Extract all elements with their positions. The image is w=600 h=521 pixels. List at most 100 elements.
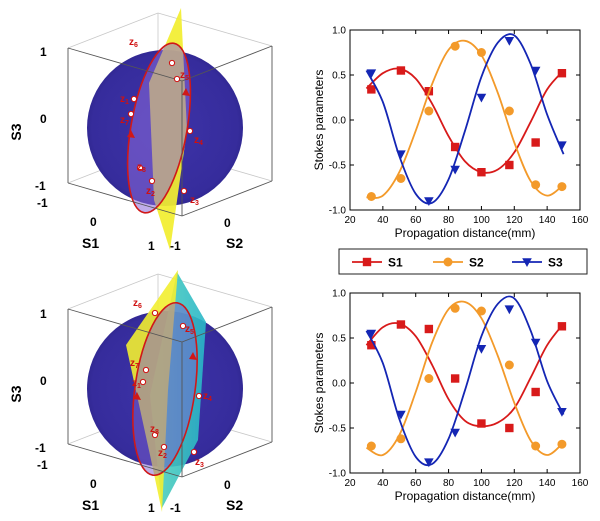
x-tick-label: 140 [539,215,556,226]
data-point-S1 [505,423,514,433]
data-point-S2 [504,360,514,370]
x-tick-label: 120 [506,215,523,226]
data-point-S2 [366,441,376,451]
polarization-point-z8 [136,164,144,172]
y-tick-label: 0.5 [332,71,346,82]
data-point-S1 [424,324,434,334]
legend-label-S2: S2 [469,256,484,270]
plot-frame [349,29,581,211]
data-point-S3 [424,197,434,206]
data-point-S3 [450,428,460,438]
s1-axis-label: S1 [82,235,99,251]
data-point-S1 [450,142,460,152]
polarization-point-z4 [186,127,194,135]
s3-tick-bot: -1 [35,441,46,455]
y-tick-label: -1.0 [329,469,347,480]
polarization-point-z2 [148,177,156,185]
data-point-S1 [531,387,540,397]
data-point-S1 [505,160,514,170]
data-point-S3 [396,410,406,420]
y-tick-label: -1.0 [329,206,347,217]
polarization-points: z6 z5 z7 z1 z4 z8 z2 z3 [130,298,212,469]
x-tick-label: 60 [410,215,422,226]
data-point-S3 [396,150,406,160]
s1-tick-right: 1 [148,239,155,253]
legend-label-S3: S3 [548,256,563,270]
s2-axis-label: S2 [226,235,243,251]
series-line-S2 [366,39,565,199]
data-point-S3 [476,93,487,103]
data-point-S2 [531,180,541,190]
data-point-S2 [557,182,567,192]
point-label-z6: z6 [133,298,142,310]
x-tick-label: 140 [539,478,556,489]
point-label-z3: z3 [190,195,199,207]
data-point-S2 [396,174,406,183]
s1-tick-left: -1 [37,458,48,472]
data-point-S3 [504,37,515,46]
y-axis-label: Stokes parameters [312,333,326,434]
trajectory-ellipse [132,301,198,477]
data-point-S2 [424,106,434,116]
polarization-point-z5 [173,75,181,83]
polarization-point-z5 [179,322,187,330]
data-point-S2 [450,41,460,51]
polarization-point-z8 [151,431,159,439]
point-label-z8: z8 [137,162,146,174]
data-point-S1 [477,168,486,177]
series-line-S2 [365,300,565,457]
data-point-S1 [477,419,486,428]
data-point-S2 [557,439,567,449]
trajectory-disc [127,43,191,213]
data-point-S3 [557,408,567,417]
legend-marker-S3 [522,258,532,267]
s3-tick-mid: 0 [40,374,47,388]
s1-tick-mid: 0 [90,215,97,229]
point-label-z4: z4 [194,135,203,147]
series-line-S3 [365,295,565,467]
x-tick-label: 100 [473,478,490,489]
legend-marker-S1 [362,257,372,267]
x-axis-label: Propagation distance(mm) [395,226,536,240]
point-label-z4: z4 [203,391,212,403]
s2-tick-mid: 0 [224,478,231,492]
data-point-S2 [531,441,541,451]
data-point-S1 [396,320,406,329]
data-point-S1 [557,322,567,331]
s3-tick-top: 1 [40,307,47,321]
direction-arrow-icon [182,88,190,96]
x-axis-label: Propagation distance(mm) [395,489,536,503]
s2-tick-left: -1 [170,501,181,515]
point-label-z5: z5 [180,70,189,82]
x-tick-label: 80 [443,478,455,489]
s2-tick-mid: 0 [224,216,231,230]
point-label-z7: z7 [120,115,129,127]
box-front-edges [67,306,273,478]
x-tick-label: 160 [572,215,589,226]
polarization-point-z6 [168,59,176,67]
stokes-chart-bottom: 20 40 60 80 100 120 140 160 -1.0 -0.5 0.0 0.5 1.0 Pro… [312,289,589,504]
legend: S1 S2 S3 [338,248,588,275]
direction-arrow-icon [189,352,197,360]
point-label-z2: z2 [158,448,167,460]
x-tick-label: 120 [506,478,523,489]
polarization-point-z2 [160,443,168,451]
polarization-point-z3 [180,187,188,195]
y-tick-label: -0.5 [329,424,347,435]
s2-tick-left: -1 [170,239,181,253]
s3-axis-label: S3 [8,385,24,402]
y-tick-label: 0.0 [332,379,346,390]
data-point-S3 [366,69,377,79]
data-point-S2 [476,306,486,316]
data-point-S3 [476,345,487,354]
data-point-S3 [557,141,567,151]
x-tick-label: 160 [572,478,589,489]
data-point-S1 [367,85,376,94]
point-label-z2: z2 [146,186,155,198]
stokes-chart-top: 20 40 60 80 100 120 140 160 -1.0 -0.5 0.0 0.5 1.0 Pro… [312,26,589,241]
polarization-point-z1 [130,95,138,103]
data-point-S2 [366,192,376,201]
